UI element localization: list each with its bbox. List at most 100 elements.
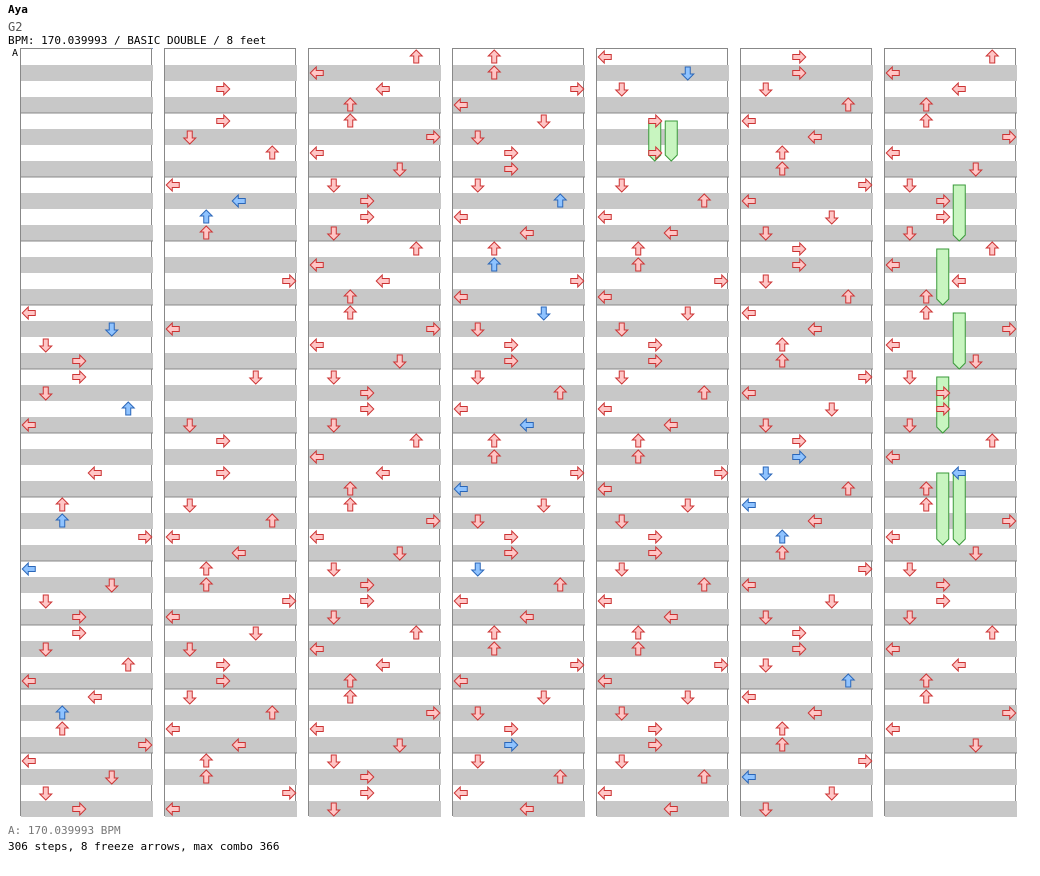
step-arrow: [282, 593, 297, 609]
beat-stripe: [741, 129, 873, 145]
beat-stripe: [21, 65, 153, 81]
step-arrow: [121, 657, 136, 672]
beat-stripe: [597, 65, 729, 81]
beat-stripe: [885, 257, 1017, 273]
step-arrow: [792, 641, 807, 657]
step-arrow: [470, 514, 485, 529]
beat-stripe: [21, 577, 153, 593]
beat-stripe: [597, 129, 729, 145]
beat-stripe: [453, 673, 585, 689]
step-arrow: [648, 337, 663, 353]
beat-stripe: [597, 801, 729, 817]
step-arrow: [265, 705, 280, 720]
beat-stripe: [741, 225, 873, 241]
step-arrow: [680, 306, 695, 321]
step-arrow: [165, 609, 180, 625]
step-arrow: [343, 113, 358, 128]
step-arrow: [631, 433, 646, 448]
step-arrow: [680, 690, 695, 705]
footer-bpm: A: 170.039993 BPM: [8, 824, 121, 837]
beat-stripe: [597, 641, 729, 657]
step-arrow: [453, 289, 468, 305]
chart-column-svg: [309, 49, 441, 817]
step-arrow: [758, 802, 773, 817]
beat-stripe: [453, 161, 585, 177]
step-arrow: [758, 466, 773, 481]
step-arrow: [326, 562, 341, 577]
step-arrow: [680, 66, 695, 81]
step-arrow: [775, 353, 790, 368]
beat-stripe: [21, 353, 153, 369]
beat-stripe: [885, 609, 1017, 625]
chart-column-svg: [597, 49, 729, 817]
step-arrow: [231, 193, 246, 209]
beat-stripe: [453, 353, 585, 369]
chart-column: [20, 48, 153, 817]
step-arrow: [885, 529, 900, 545]
beat-stripe: [885, 641, 1017, 657]
beat-stripe: [453, 321, 585, 337]
step-arrow: [504, 721, 519, 737]
step-arrow: [570, 273, 585, 289]
beat-stripe: [165, 801, 297, 817]
beat-stripe: [165, 385, 297, 401]
chart-column-svg: [453, 49, 585, 817]
step-arrow: [199, 225, 214, 240]
step-arrow: [487, 65, 502, 80]
beat-stripe: [165, 641, 297, 657]
step-arrow: [919, 673, 934, 688]
beat-stripe: [597, 417, 729, 433]
step-arrow: [841, 289, 856, 304]
beat-stripe: [309, 449, 441, 465]
step-arrow: [951, 273, 966, 289]
step-arrow: [919, 97, 934, 112]
step-arrow: [919, 289, 934, 304]
step-arrow: [165, 529, 180, 545]
beat-stripe: [597, 769, 729, 785]
step-arrow: [597, 49, 612, 65]
beat-stripe: [885, 161, 1017, 177]
step-arrow: [265, 513, 280, 528]
freeze-arrow: [936, 376, 950, 434]
beat-stripe: [597, 577, 729, 593]
step-arrow: [519, 609, 534, 625]
step-arrow: [470, 754, 485, 769]
step-arrow: [536, 306, 551, 321]
step-arrow: [553, 385, 568, 400]
step-arrow: [21, 561, 36, 577]
step-arrow: [824, 402, 839, 417]
step-arrow: [597, 401, 612, 417]
step-arrow: [309, 721, 324, 737]
beat-stripe: [453, 129, 585, 145]
beat-stripe: [21, 97, 153, 113]
beat-stripe: [453, 737, 585, 753]
footer-stats: 306 steps, 8 freeze arrows, max combo 36…: [8, 840, 280, 853]
beat-stripe: [453, 577, 585, 593]
step-arrow: [680, 498, 695, 513]
step-arrow: [55, 497, 70, 512]
beat-stripe: [309, 705, 441, 721]
step-arrow: [553, 769, 568, 784]
step-arrow: [426, 705, 441, 721]
beat-stripe: [309, 609, 441, 625]
step-arrow: [858, 753, 873, 769]
beat-stripe: [453, 385, 585, 401]
step-arrow: [165, 721, 180, 737]
step-arrow: [453, 481, 468, 497]
step-arrow: [968, 162, 983, 177]
step-arrow: [216, 657, 231, 673]
beat-stripe: [309, 65, 441, 81]
step-arrow: [326, 610, 341, 625]
beat-stripe: [885, 481, 1017, 497]
step-arrow: [216, 113, 231, 129]
step-arrow: [919, 305, 934, 320]
beat-stripe: [165, 225, 297, 241]
step-arrow: [72, 353, 87, 369]
step-arrow: [648, 529, 663, 545]
step-arrow: [807, 705, 822, 721]
beat-stripe: [885, 385, 1017, 401]
step-arrow: [199, 209, 214, 224]
beat-stripe: [741, 705, 873, 721]
step-arrow: [758, 226, 773, 241]
beat-stripe: [165, 97, 297, 113]
